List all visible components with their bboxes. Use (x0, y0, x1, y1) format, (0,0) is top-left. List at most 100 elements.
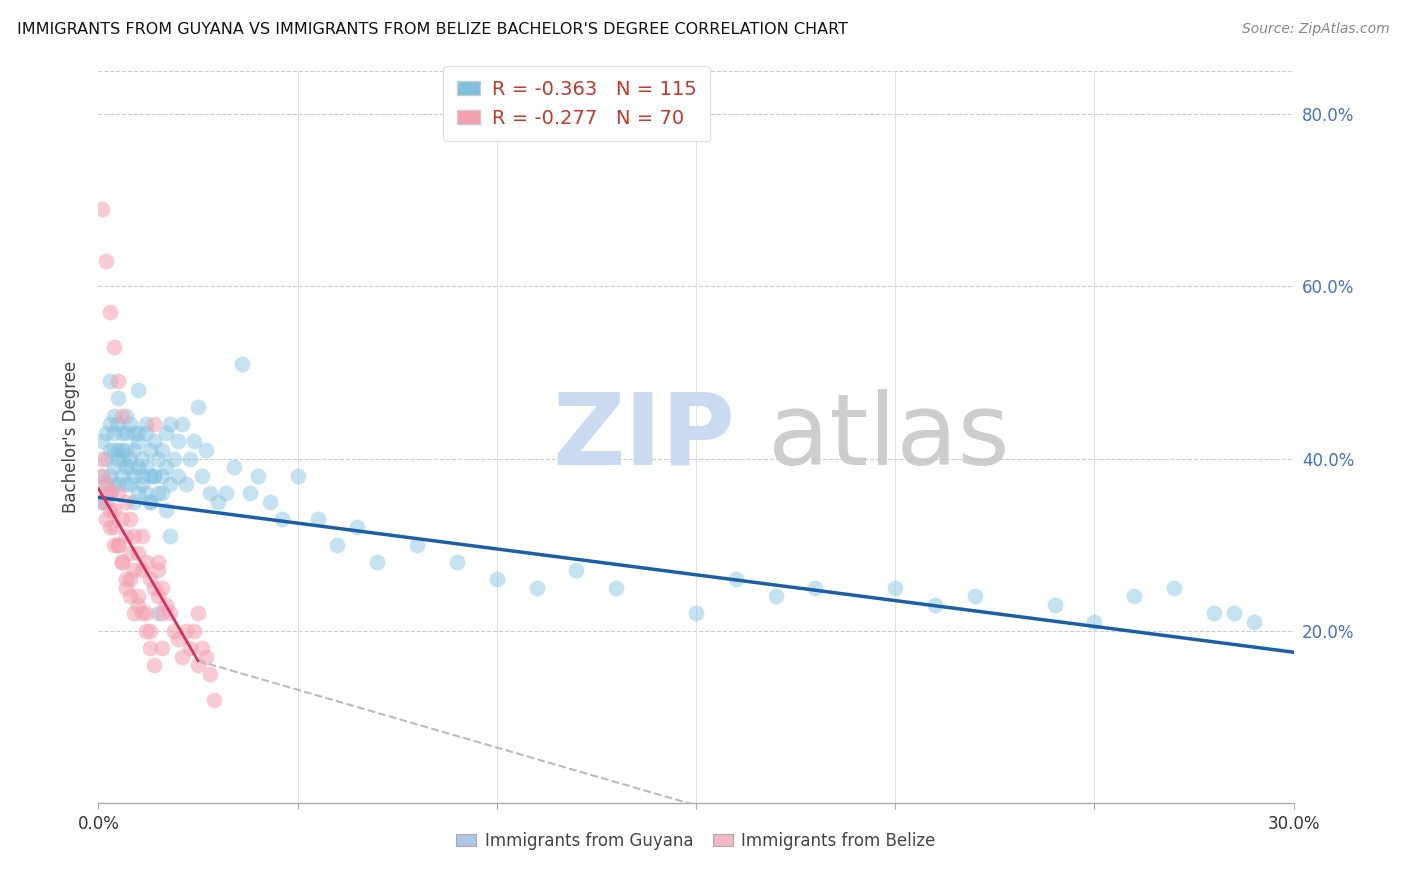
Point (187, 658, 209, 673)
Point (135, 425, 157, 440)
Point (111, 555, 134, 569)
Point (96, 425, 118, 440)
Y-axis label: Bachelor's Degree: Bachelor's Degree (62, 361, 80, 513)
Point (143, 417, 166, 432)
Point (91, 468, 114, 483)
Point (143, 581, 166, 595)
Point (96, 477, 118, 491)
Point (222, 460, 245, 475)
Point (96, 486, 118, 500)
Text: Source: ZipAtlas.com: Source: ZipAtlas.com (1241, 22, 1389, 37)
Point (150, 607, 173, 621)
Point (155, 503, 177, 517)
Point (103, 425, 125, 440)
Point (150, 468, 173, 483)
Point (526, 581, 548, 595)
Point (120, 417, 142, 432)
Point (115, 572, 138, 586)
Point (120, 589, 142, 603)
Point (179, 640, 201, 655)
Point (115, 581, 138, 595)
Point (191, 468, 214, 483)
Point (135, 417, 157, 432)
Point (98, 486, 122, 500)
Point (195, 442, 218, 457)
Point (148, 589, 170, 603)
Point (98, 374, 122, 388)
Point (326, 538, 349, 552)
Point (127, 425, 149, 440)
Point (131, 468, 153, 483)
Point (1223, 607, 1246, 621)
Point (91, 468, 114, 483)
Point (135, 607, 157, 621)
Point (120, 512, 142, 526)
Point (150, 640, 173, 655)
Point (174, 624, 197, 638)
Point (107, 486, 129, 500)
Point (127, 598, 149, 612)
Point (139, 468, 162, 483)
Point (103, 538, 125, 552)
Point (183, 624, 205, 638)
Point (139, 572, 162, 586)
Point (115, 477, 138, 491)
Point (98, 503, 122, 517)
Point (148, 486, 170, 500)
Point (167, 632, 190, 647)
Point (124, 442, 146, 457)
Point (884, 581, 907, 595)
Point (148, 607, 170, 621)
Point (270, 512, 292, 526)
Point (131, 477, 153, 491)
Point (174, 477, 197, 491)
Point (120, 572, 142, 586)
Point (172, 417, 194, 432)
Point (804, 581, 827, 595)
Point (163, 624, 186, 638)
Point (148, 451, 170, 466)
Point (91, 494, 114, 508)
Point (139, 624, 162, 638)
Point (346, 520, 368, 534)
Point (111, 555, 134, 569)
Point (202, 692, 225, 706)
Point (207, 494, 229, 508)
Text: atlas: atlas (768, 389, 1010, 485)
Point (115, 494, 138, 508)
Point (685, 607, 707, 621)
Point (172, 649, 194, 664)
Point (565, 564, 588, 578)
Point (107, 477, 129, 491)
Point (98, 305, 122, 319)
Point (195, 649, 218, 664)
Point (148, 564, 170, 578)
Point (239, 486, 262, 500)
Point (179, 451, 201, 466)
Point (103, 503, 125, 517)
Point (103, 477, 125, 491)
Point (103, 520, 125, 534)
Point (155, 460, 177, 475)
Point (91, 494, 114, 508)
Point (124, 564, 146, 578)
Point (163, 451, 186, 466)
Point (107, 442, 129, 457)
Point (98, 442, 122, 457)
Point (91, 434, 114, 449)
Point (115, 409, 138, 423)
Point (406, 538, 429, 552)
Point (120, 546, 142, 560)
Point (111, 442, 134, 457)
Point (765, 589, 787, 603)
Point (103, 460, 125, 475)
Point (103, 442, 125, 457)
Point (287, 468, 309, 483)
Point (115, 425, 138, 440)
Point (246, 468, 269, 483)
Point (139, 640, 162, 655)
Point (96, 477, 118, 491)
Point (150, 486, 173, 500)
Point (98, 486, 122, 500)
Point (131, 529, 153, 543)
